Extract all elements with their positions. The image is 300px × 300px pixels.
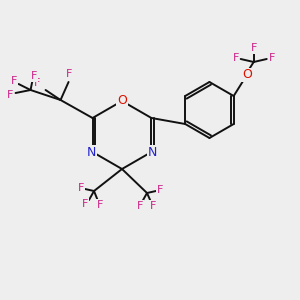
Text: F: F bbox=[137, 201, 143, 211]
Text: F: F bbox=[250, 43, 257, 53]
Text: F: F bbox=[150, 201, 156, 211]
Text: F: F bbox=[32, 71, 38, 81]
Text: O: O bbox=[242, 68, 252, 82]
Text: F: F bbox=[78, 183, 84, 193]
Text: N: N bbox=[148, 146, 157, 158]
Text: F: F bbox=[97, 200, 103, 210]
Text: F: F bbox=[232, 53, 239, 63]
Text: O: O bbox=[117, 94, 127, 107]
Text: F: F bbox=[66, 69, 73, 79]
Text: F: F bbox=[34, 78, 41, 88]
Text: F: F bbox=[157, 185, 163, 195]
Text: F: F bbox=[82, 199, 88, 209]
Text: F: F bbox=[8, 90, 14, 100]
Text: F: F bbox=[11, 76, 18, 86]
Text: N: N bbox=[87, 146, 96, 158]
Text: F: F bbox=[268, 53, 275, 63]
